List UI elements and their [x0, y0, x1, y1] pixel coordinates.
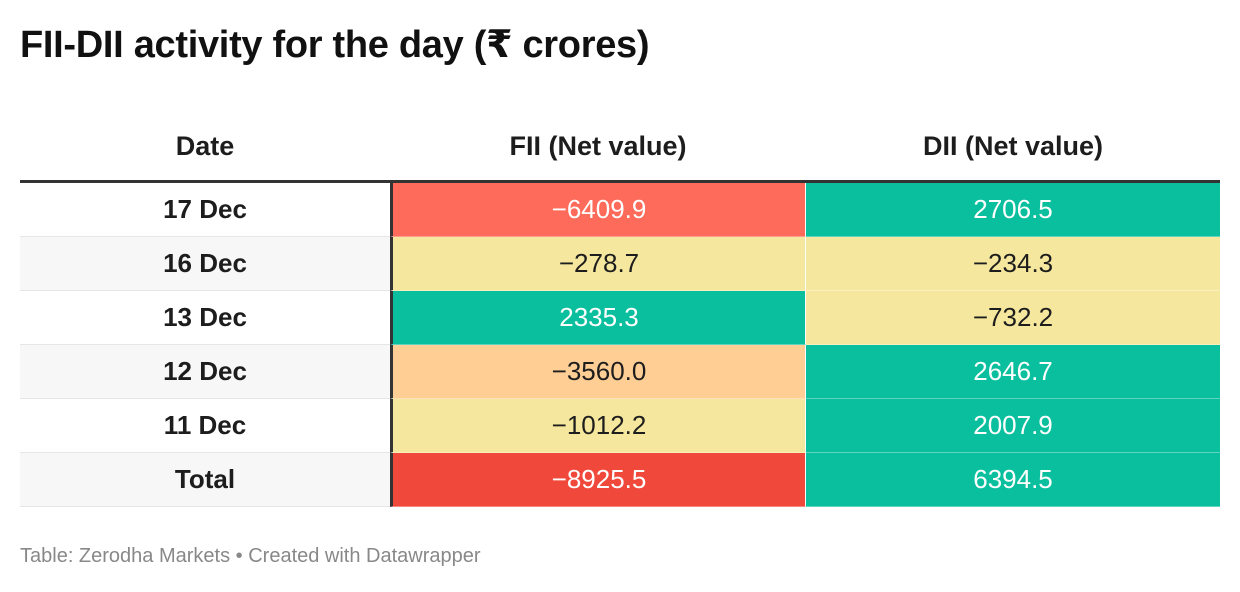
dii-value-cell: −732.2 [806, 291, 1220, 345]
table-row: 16 Dec −278.7 −234.3 [20, 237, 1220, 291]
header-date[interactable]: Date [175, 130, 235, 161]
fii-value-cell: −1012.2 [390, 399, 806, 453]
date-cell: 11 Dec [20, 399, 390, 453]
table-row: 13 Dec 2335.3 −732.2 [20, 291, 1220, 345]
date-cell: Total [20, 453, 390, 507]
date-cell: 16 Dec [20, 237, 390, 291]
table-header: Date FII (Net value) DII (Net value) [20, 112, 1220, 183]
header-dii[interactable]: DII (Net value) [922, 130, 1104, 161]
dii-value-cell: −234.3 [806, 237, 1220, 291]
source-footer: Table: Zerodha Markets • Created with Da… [20, 545, 481, 567]
table-row: 12 Dec −3560.0 2646.7 [20, 345, 1220, 399]
dii-value-cell: 2706.5 [806, 183, 1220, 237]
date-cell: 13 Dec [20, 291, 390, 345]
dii-value-cell: 6394.5 [806, 453, 1220, 507]
table-row: 11 Dec −1012.2 2007.9 [20, 399, 1220, 453]
fii-value-cell: −6409.9 [390, 183, 806, 237]
dii-value-cell: 2646.7 [806, 345, 1220, 399]
header-fii[interactable]: FII (Net value) [509, 130, 687, 161]
table-row: Total −8925.5 6394.5 [20, 453, 1220, 507]
table-body: 17 Dec −6409.9 2706.5 16 Dec −278.7 −234.3 13 … [20, 183, 1220, 507]
chart-title: FII-DII activity for the day (₹ crores) [20, 24, 650, 66]
table-row: 17 Dec −6409.9 2706.5 [20, 183, 1220, 237]
date-cell: 17 Dec [20, 183, 390, 237]
dii-value-cell: 2007.9 [806, 399, 1220, 453]
data-table: Date FII (Net value) DII (Net value) 17 … [20, 112, 1220, 507]
date-cell: 12 Dec [20, 345, 390, 399]
fii-value-cell: 2335.3 [390, 291, 806, 345]
fii-value-cell: −278.7 [390, 237, 806, 291]
fii-value-cell: −8925.5 [390, 453, 806, 507]
fii-value-cell: −3560.0 [390, 345, 806, 399]
